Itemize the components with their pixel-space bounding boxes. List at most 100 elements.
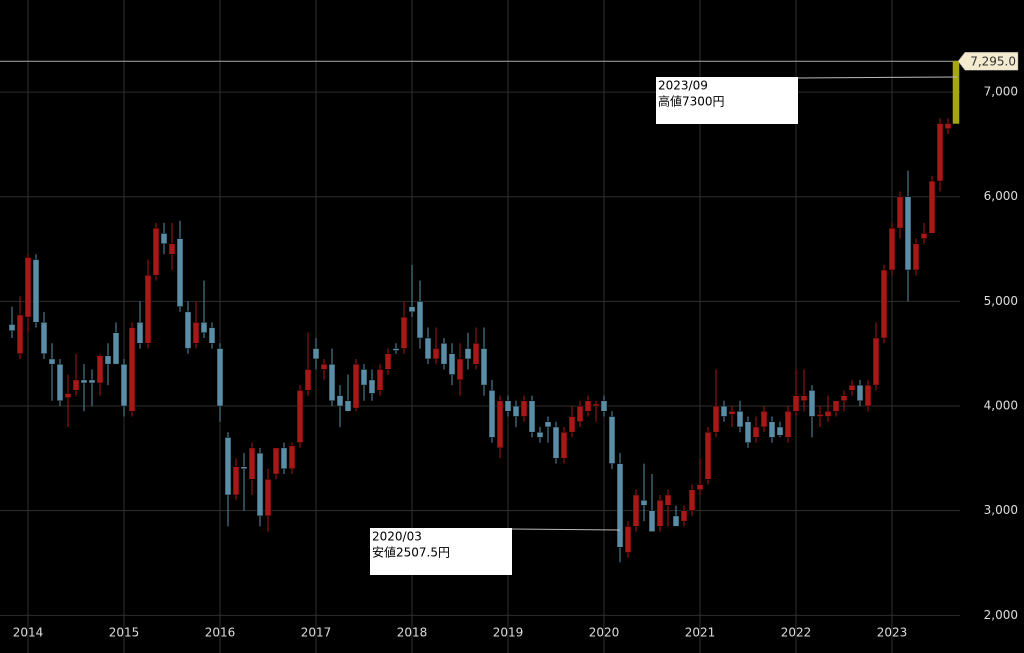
candle-body: [64, 393, 72, 398]
candle-body: [712, 405, 720, 433]
candle-body: [744, 421, 752, 443]
candle-body: [952, 60, 960, 124]
candle-body: [832, 400, 840, 412]
candle-body: [560, 431, 568, 459]
annotation-box: [656, 77, 798, 124]
candle-body: [824, 411, 832, 417]
price-tag-label: 7,295.0: [970, 55, 1016, 69]
candle-body: [152, 227, 160, 276]
candle-body: [424, 337, 432, 360]
candle-body: [448, 353, 456, 375]
x-tick-label: 2023: [877, 626, 908, 640]
candle-body: [488, 390, 496, 438]
candle-body: [408, 306, 416, 313]
candle-body: [280, 447, 288, 470]
candle-body: [104, 355, 112, 365]
candle-body: [192, 322, 200, 344]
candle-body: [248, 447, 256, 480]
candle-body: [176, 238, 184, 307]
candle-body: [8, 324, 16, 331]
candle-body: [360, 369, 368, 386]
candle-body: [864, 384, 872, 407]
candle-body: [144, 274, 152, 344]
candle-body: [288, 445, 296, 470]
candle-body: [392, 348, 400, 351]
candle-body: [136, 322, 144, 344]
candle-body: [312, 348, 320, 360]
candle-body: [816, 414, 824, 417]
candle-body: [80, 379, 88, 384]
candle-body: [920, 233, 928, 239]
candle-body: [656, 499, 664, 527]
candle-body: [808, 390, 816, 417]
candle-body: [128, 327, 136, 412]
x-tick-label: 2016: [205, 626, 236, 640]
candle-body: [720, 405, 728, 417]
candle-body: [584, 400, 592, 412]
candle-body: [632, 494, 640, 527]
candle-body: [16, 314, 24, 354]
candle-body: [240, 466, 248, 470]
candle-body: [216, 348, 224, 407]
candle-body: [936, 123, 944, 182]
y-tick-label: 5,000: [984, 294, 1018, 308]
candle-body: [304, 369, 312, 391]
candle-body: [48, 358, 56, 365]
candle-body: [376, 369, 384, 391]
candle-body: [688, 489, 696, 511]
candle-body: [592, 403, 600, 407]
candle-body: [840, 395, 848, 402]
candle-body: [552, 426, 560, 459]
candle-body: [40, 322, 48, 354]
candle-body: [544, 421, 552, 428]
candle-body: [704, 431, 712, 480]
candle-body: [344, 400, 352, 412]
candle-body: [896, 196, 904, 229]
x-tick-label: 2020: [589, 626, 620, 640]
candle-body: [792, 395, 800, 412]
candle-body: [432, 348, 440, 360]
x-tick-label: 2022: [781, 626, 812, 640]
candle-body: [400, 316, 408, 349]
candle-body: [456, 358, 464, 381]
candle-body: [872, 337, 880, 386]
annotation-text: 高値7300円: [658, 94, 725, 109]
candle-body: [600, 400, 608, 412]
candle-body: [264, 479, 272, 517]
candle-body: [648, 510, 656, 532]
price-tag: [957, 51, 1019, 71]
candle-body: [472, 342, 480, 365]
candle-body: [328, 363, 336, 402]
x-tick-label: 2019: [493, 626, 524, 640]
candle-body: [496, 400, 504, 449]
candle-body: [384, 353, 392, 370]
candle-body: [464, 348, 472, 360]
x-tick-label: 2015: [109, 626, 140, 640]
candle-body: [480, 348, 488, 386]
candle-body: [736, 411, 744, 428]
candle-body: [576, 405, 584, 422]
candle-body: [696, 484, 704, 491]
y-tick-label: 3,000: [984, 503, 1018, 517]
candle-body: [904, 196, 912, 271]
annotation-text: 安値2507.5円: [372, 545, 450, 560]
candle-body: [296, 390, 304, 443]
candle-body: [912, 243, 920, 271]
candle-body: [440, 342, 448, 365]
candle-body: [112, 332, 120, 365]
x-tick-label: 2021: [685, 626, 716, 640]
candle-body: [272, 447, 280, 475]
annotation-connector: [511, 528, 621, 531]
candle-body: [320, 363, 328, 370]
candle-body: [88, 379, 96, 384]
annotation-date: 2020/03: [372, 530, 422, 544]
candle-body: [32, 259, 40, 323]
candle-body: [120, 363, 128, 407]
candle-body: [608, 416, 616, 464]
candle-body: [568, 416, 576, 433]
y-tick-label: 4,000: [984, 399, 1018, 413]
candle-body: [760, 411, 768, 428]
candle-body: [944, 123, 952, 129]
